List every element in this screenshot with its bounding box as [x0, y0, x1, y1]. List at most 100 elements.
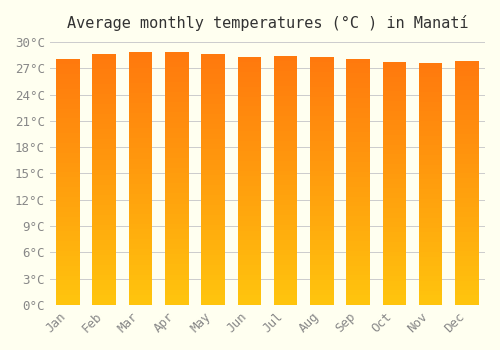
- Bar: [346, 83, 370, 88]
- Bar: [202, 230, 225, 235]
- Bar: [346, 147, 370, 152]
- Bar: [202, 199, 225, 205]
- Bar: [455, 115, 478, 120]
- Bar: [382, 232, 406, 237]
- Bar: [202, 275, 225, 280]
- Bar: [346, 108, 370, 113]
- Bar: [202, 210, 225, 215]
- Bar: [419, 72, 442, 77]
- Bar: [382, 257, 406, 261]
- Bar: [346, 275, 370, 280]
- Bar: [419, 242, 442, 247]
- Bar: [165, 234, 188, 239]
- Bar: [274, 91, 297, 96]
- Bar: [274, 86, 297, 91]
- Bar: [128, 194, 152, 199]
- Bar: [56, 74, 80, 79]
- Bar: [202, 69, 225, 74]
- Bar: [310, 176, 334, 181]
- Bar: [165, 198, 188, 204]
- Bar: [382, 300, 406, 305]
- Bar: [274, 215, 297, 220]
- Bar: [310, 216, 334, 220]
- Bar: [202, 235, 225, 240]
- Bar: [165, 57, 188, 62]
- Bar: [310, 250, 334, 256]
- Bar: [310, 265, 334, 270]
- Bar: [165, 270, 188, 275]
- Bar: [274, 225, 297, 230]
- Bar: [238, 245, 261, 250]
- Bar: [274, 116, 297, 121]
- Bar: [419, 247, 442, 252]
- Bar: [382, 193, 406, 198]
- Bar: [419, 290, 442, 295]
- Bar: [419, 135, 442, 140]
- Bar: [382, 286, 406, 290]
- Bar: [274, 260, 297, 265]
- Bar: [310, 171, 334, 176]
- Bar: [419, 266, 442, 271]
- Bar: [56, 173, 80, 177]
- Bar: [310, 97, 334, 102]
- Bar: [238, 92, 261, 97]
- Bar: [56, 285, 80, 290]
- Bar: [128, 270, 152, 275]
- Bar: [165, 229, 188, 234]
- Bar: [165, 118, 188, 122]
- Bar: [419, 164, 442, 169]
- Bar: [419, 116, 442, 121]
- Bar: [238, 211, 261, 216]
- Bar: [92, 235, 116, 240]
- Bar: [165, 92, 188, 97]
- Bar: [165, 224, 188, 229]
- Bar: [455, 163, 478, 168]
- Bar: [56, 89, 80, 94]
- Bar: [310, 270, 334, 275]
- Bar: [382, 72, 406, 77]
- Bar: [310, 245, 334, 250]
- Bar: [419, 223, 442, 228]
- Bar: [382, 101, 406, 106]
- Bar: [274, 245, 297, 250]
- Bar: [165, 173, 188, 178]
- Bar: [238, 166, 261, 171]
- Bar: [382, 164, 406, 169]
- Bar: [128, 153, 152, 159]
- Bar: [419, 92, 442, 97]
- Bar: [128, 265, 152, 270]
- Bar: [382, 77, 406, 82]
- Bar: [419, 174, 442, 179]
- Bar: [165, 143, 188, 148]
- Bar: [310, 82, 334, 86]
- Bar: [92, 199, 116, 205]
- Bar: [56, 212, 80, 217]
- Bar: [310, 231, 334, 236]
- Bar: [455, 286, 478, 290]
- Bar: [310, 67, 334, 72]
- Bar: [165, 112, 188, 118]
- Bar: [202, 64, 225, 69]
- Bar: [274, 111, 297, 116]
- Bar: [274, 150, 297, 155]
- Bar: [56, 168, 80, 173]
- Bar: [419, 155, 442, 160]
- Bar: [56, 128, 80, 133]
- Bar: [455, 271, 478, 276]
- Bar: [346, 216, 370, 221]
- Bar: [202, 169, 225, 175]
- Bar: [56, 192, 80, 197]
- Bar: [238, 86, 261, 92]
- Bar: [56, 133, 80, 138]
- Bar: [56, 138, 80, 143]
- Bar: [419, 145, 442, 150]
- Bar: [455, 217, 478, 222]
- Bar: [92, 119, 116, 124]
- Bar: [419, 228, 442, 232]
- Bar: [238, 146, 261, 151]
- Bar: [165, 280, 188, 285]
- Bar: [455, 178, 478, 183]
- Bar: [238, 250, 261, 256]
- Bar: [165, 244, 188, 249]
- Bar: [128, 204, 152, 209]
